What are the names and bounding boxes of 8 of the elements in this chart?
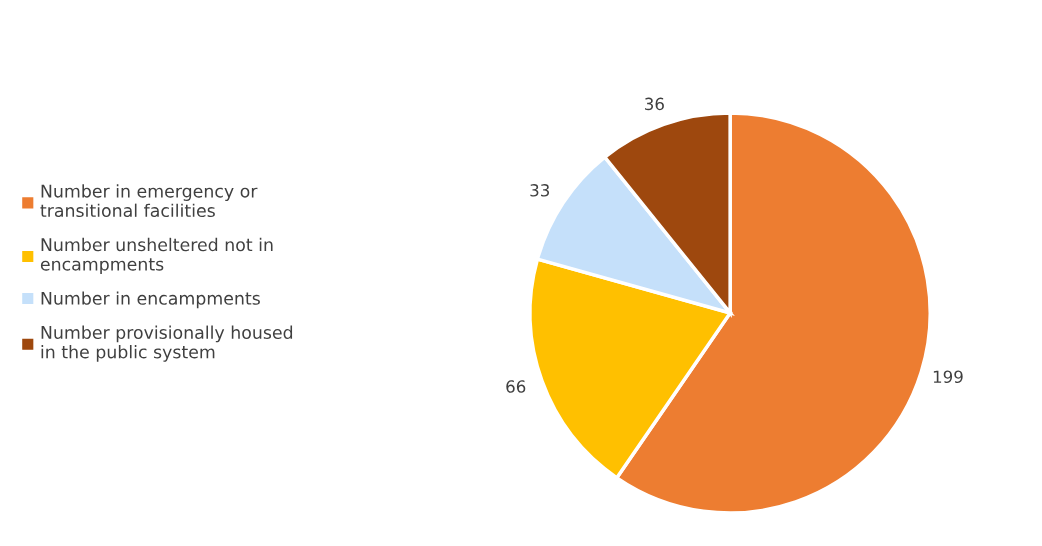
legend-label: Number provisionally housed in the public system [41, 325, 293, 362]
legend-label: Number unsheltered not in encampments [40, 237, 273, 275]
legend-label: Number in emergency or transitional facilities [40, 184, 258, 218]
data-label: 33 [530, 184, 550, 197]
data-label: 66 [506, 380, 526, 393]
data-label: 36 [645, 97, 664, 111]
data-label: 199 [933, 370, 963, 384]
legend-label: Number in encampments [41, 291, 260, 309]
